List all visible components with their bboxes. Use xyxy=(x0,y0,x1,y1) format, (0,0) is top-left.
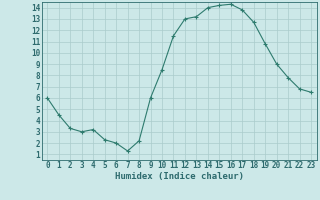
X-axis label: Humidex (Indice chaleur): Humidex (Indice chaleur) xyxy=(115,172,244,181)
